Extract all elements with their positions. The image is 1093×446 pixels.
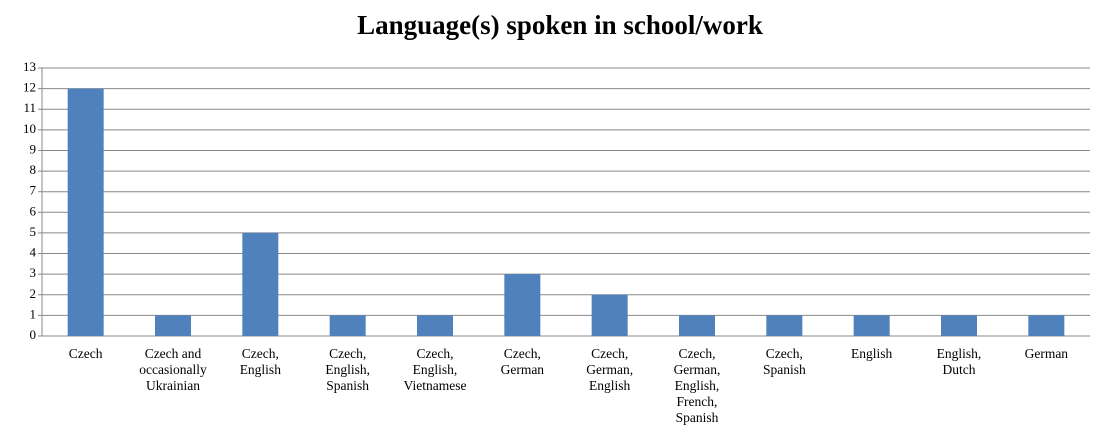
bar [853,315,890,336]
bar [329,315,366,336]
y-tick-label: 3 [30,265,37,280]
y-tick-label: 9 [30,141,37,156]
y-tick-label: 1 [30,306,37,321]
bar [1028,315,1065,336]
x-tick-label: Czech, English, Spanish [325,346,370,393]
y-tick-label: 4 [30,245,37,260]
bar [155,315,191,336]
y-tick-label: 6 [30,203,37,218]
x-tick-label: Czech and occasionally Ukrainian [139,346,207,393]
bar [242,232,279,336]
bar [766,315,803,336]
bar [679,315,715,336]
y-tick-label: 0 [30,327,37,342]
x-tick-label: Czech, Spanish [762,346,806,377]
y-tick-label: 2 [30,286,37,301]
x-tick-label: English [851,346,893,361]
x-tick-label: Czech, German, English, French, Spanish [673,346,721,425]
bar [941,315,977,336]
bar [67,88,104,336]
x-tick-label: Czech [68,346,103,361]
y-tick-label: 11 [23,100,36,115]
x-tick-label: German [1024,346,1069,361]
y-tick-label: 7 [30,183,37,198]
x-tick-label: Czech, English [239,346,281,377]
y-tick-label: 13 [23,59,36,74]
x-tick-label: Czech, German, English [586,346,634,393]
chart-title: Language(s) spoken in school/work [357,10,763,40]
x-tick-label: Czech, English, Vietnamese [403,346,467,393]
y-tick-label: 10 [23,121,36,136]
bar [504,274,541,336]
y-tick-label: 12 [23,80,36,95]
y-tick-label: 8 [30,162,37,177]
y-tick-label: 5 [30,224,37,239]
bar [417,315,453,336]
bar [591,294,628,336]
x-tick-label: Czech, German [500,346,545,377]
x-tick-label: English, Dutch [936,346,982,377]
